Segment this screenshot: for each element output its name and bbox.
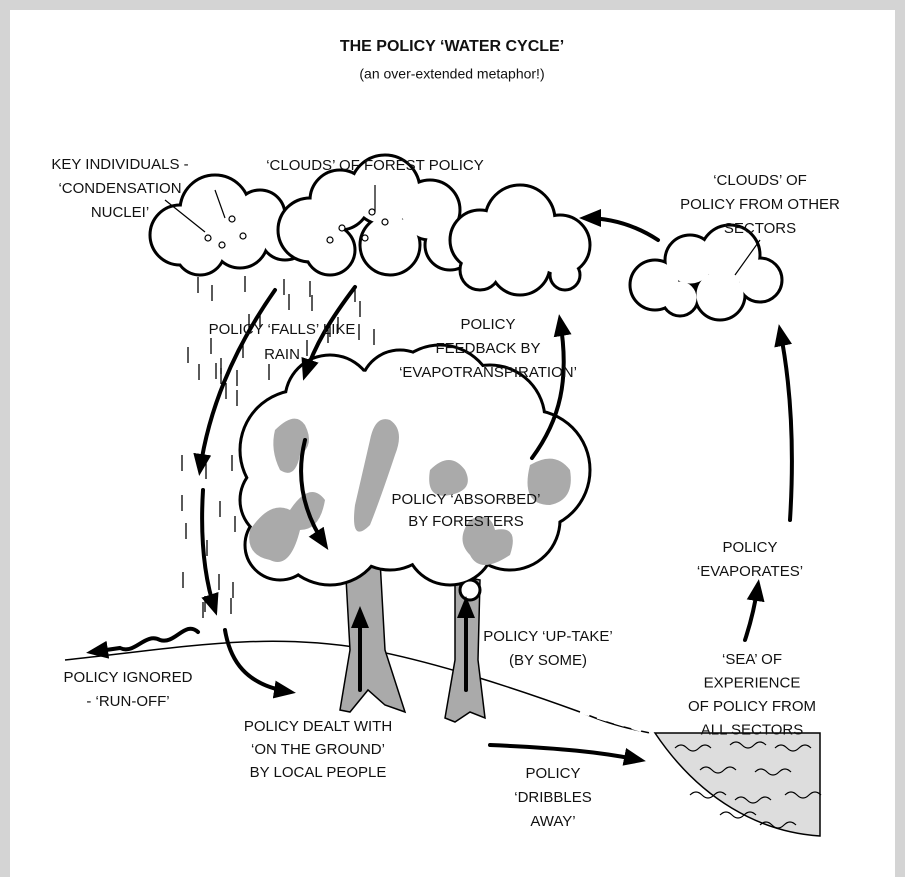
fill bbox=[552, 262, 579, 289]
label-line: FEEDBACK BY bbox=[435, 340, 540, 357]
label-line: KEY INDIVIDUALS - bbox=[51, 156, 188, 173]
nucleus bbox=[327, 237, 333, 243]
fill bbox=[462, 252, 499, 289]
label-line: POLICY bbox=[722, 539, 777, 556]
label-line: - ‘RUN-OFF’ bbox=[86, 693, 169, 710]
label-line: RAIN bbox=[264, 346, 300, 363]
nucleus bbox=[339, 225, 345, 231]
fill bbox=[177, 227, 224, 274]
label-line: AWAY’ bbox=[530, 813, 575, 830]
label-line: POLICY bbox=[460, 316, 515, 333]
label-line: EXPERIENCE bbox=[704, 674, 801, 691]
nucleus bbox=[369, 209, 375, 215]
label-line: NUCLEI’ bbox=[91, 204, 149, 221]
label: ‘CLOUDS’ OF FOREST POLICY bbox=[266, 157, 484, 174]
label-line: POLICY ‘FALLS’ LIKE bbox=[209, 321, 356, 338]
label: POLICY DEALT WITH ‘ON THE GROUND’ BY LOCAL… bbox=[244, 718, 392, 781]
nucleus bbox=[205, 235, 211, 241]
label-line: POLICY bbox=[525, 765, 580, 782]
label-line: (BY SOME) bbox=[509, 652, 587, 669]
label-line: ALL SECTORS bbox=[701, 721, 804, 738]
label-line: POLICY DEALT WITH bbox=[244, 718, 392, 735]
label-line: SECTORS bbox=[724, 220, 796, 237]
label-line: ‘CLOUDS’ OF bbox=[713, 172, 807, 189]
nucleus bbox=[362, 235, 368, 241]
fill bbox=[462, 582, 479, 599]
label-line: BY FORESTERS bbox=[408, 513, 524, 530]
label-line: ‘EVAPORATES’ bbox=[697, 563, 803, 580]
fill bbox=[362, 217, 419, 274]
nucleus bbox=[229, 216, 235, 222]
nucleus bbox=[382, 219, 388, 225]
fill bbox=[307, 227, 354, 274]
label-line: ‘DRIBBLES bbox=[514, 789, 592, 806]
label-line: OF POLICY FROM bbox=[688, 698, 816, 715]
fill bbox=[492, 237, 549, 294]
nucleus bbox=[240, 233, 246, 239]
label-line: POLICY IGNORED bbox=[64, 669, 193, 686]
label-line: POLICY FROM OTHER bbox=[680, 196, 840, 213]
label-line: ‘CLOUDS’ OF FOREST POLICY bbox=[266, 157, 484, 174]
label-line: ‘SEA’ OF bbox=[722, 651, 782, 668]
fill bbox=[664, 282, 697, 315]
title: THE POLICY ‘WATER CYCLE’ bbox=[340, 38, 564, 55]
subtitle: (an over-extended metaphor!) bbox=[359, 66, 544, 82]
label-line: BY LOCAL PEOPLE bbox=[250, 764, 387, 781]
nucleus bbox=[219, 242, 225, 248]
fill bbox=[697, 272, 744, 319]
label-line: ‘CONDENSATION bbox=[58, 180, 181, 197]
diagram: THE POLICY ‘WATER CYCLE’ (an over-extend… bbox=[0, 0, 905, 877]
label-line: ‘ON THE GROUND’ bbox=[251, 741, 385, 758]
page: {"title": "THE POLICY \u2018WATER CYCLE\… bbox=[0, 0, 905, 877]
label-line: POLICY ‘ABSORBED’ bbox=[392, 491, 541, 508]
fill bbox=[740, 260, 781, 301]
label-line: ‘EVAPOTRANSPIRATION’ bbox=[399, 364, 577, 381]
label-line: POLICY ‘UP-TAKE’ bbox=[483, 628, 612, 645]
